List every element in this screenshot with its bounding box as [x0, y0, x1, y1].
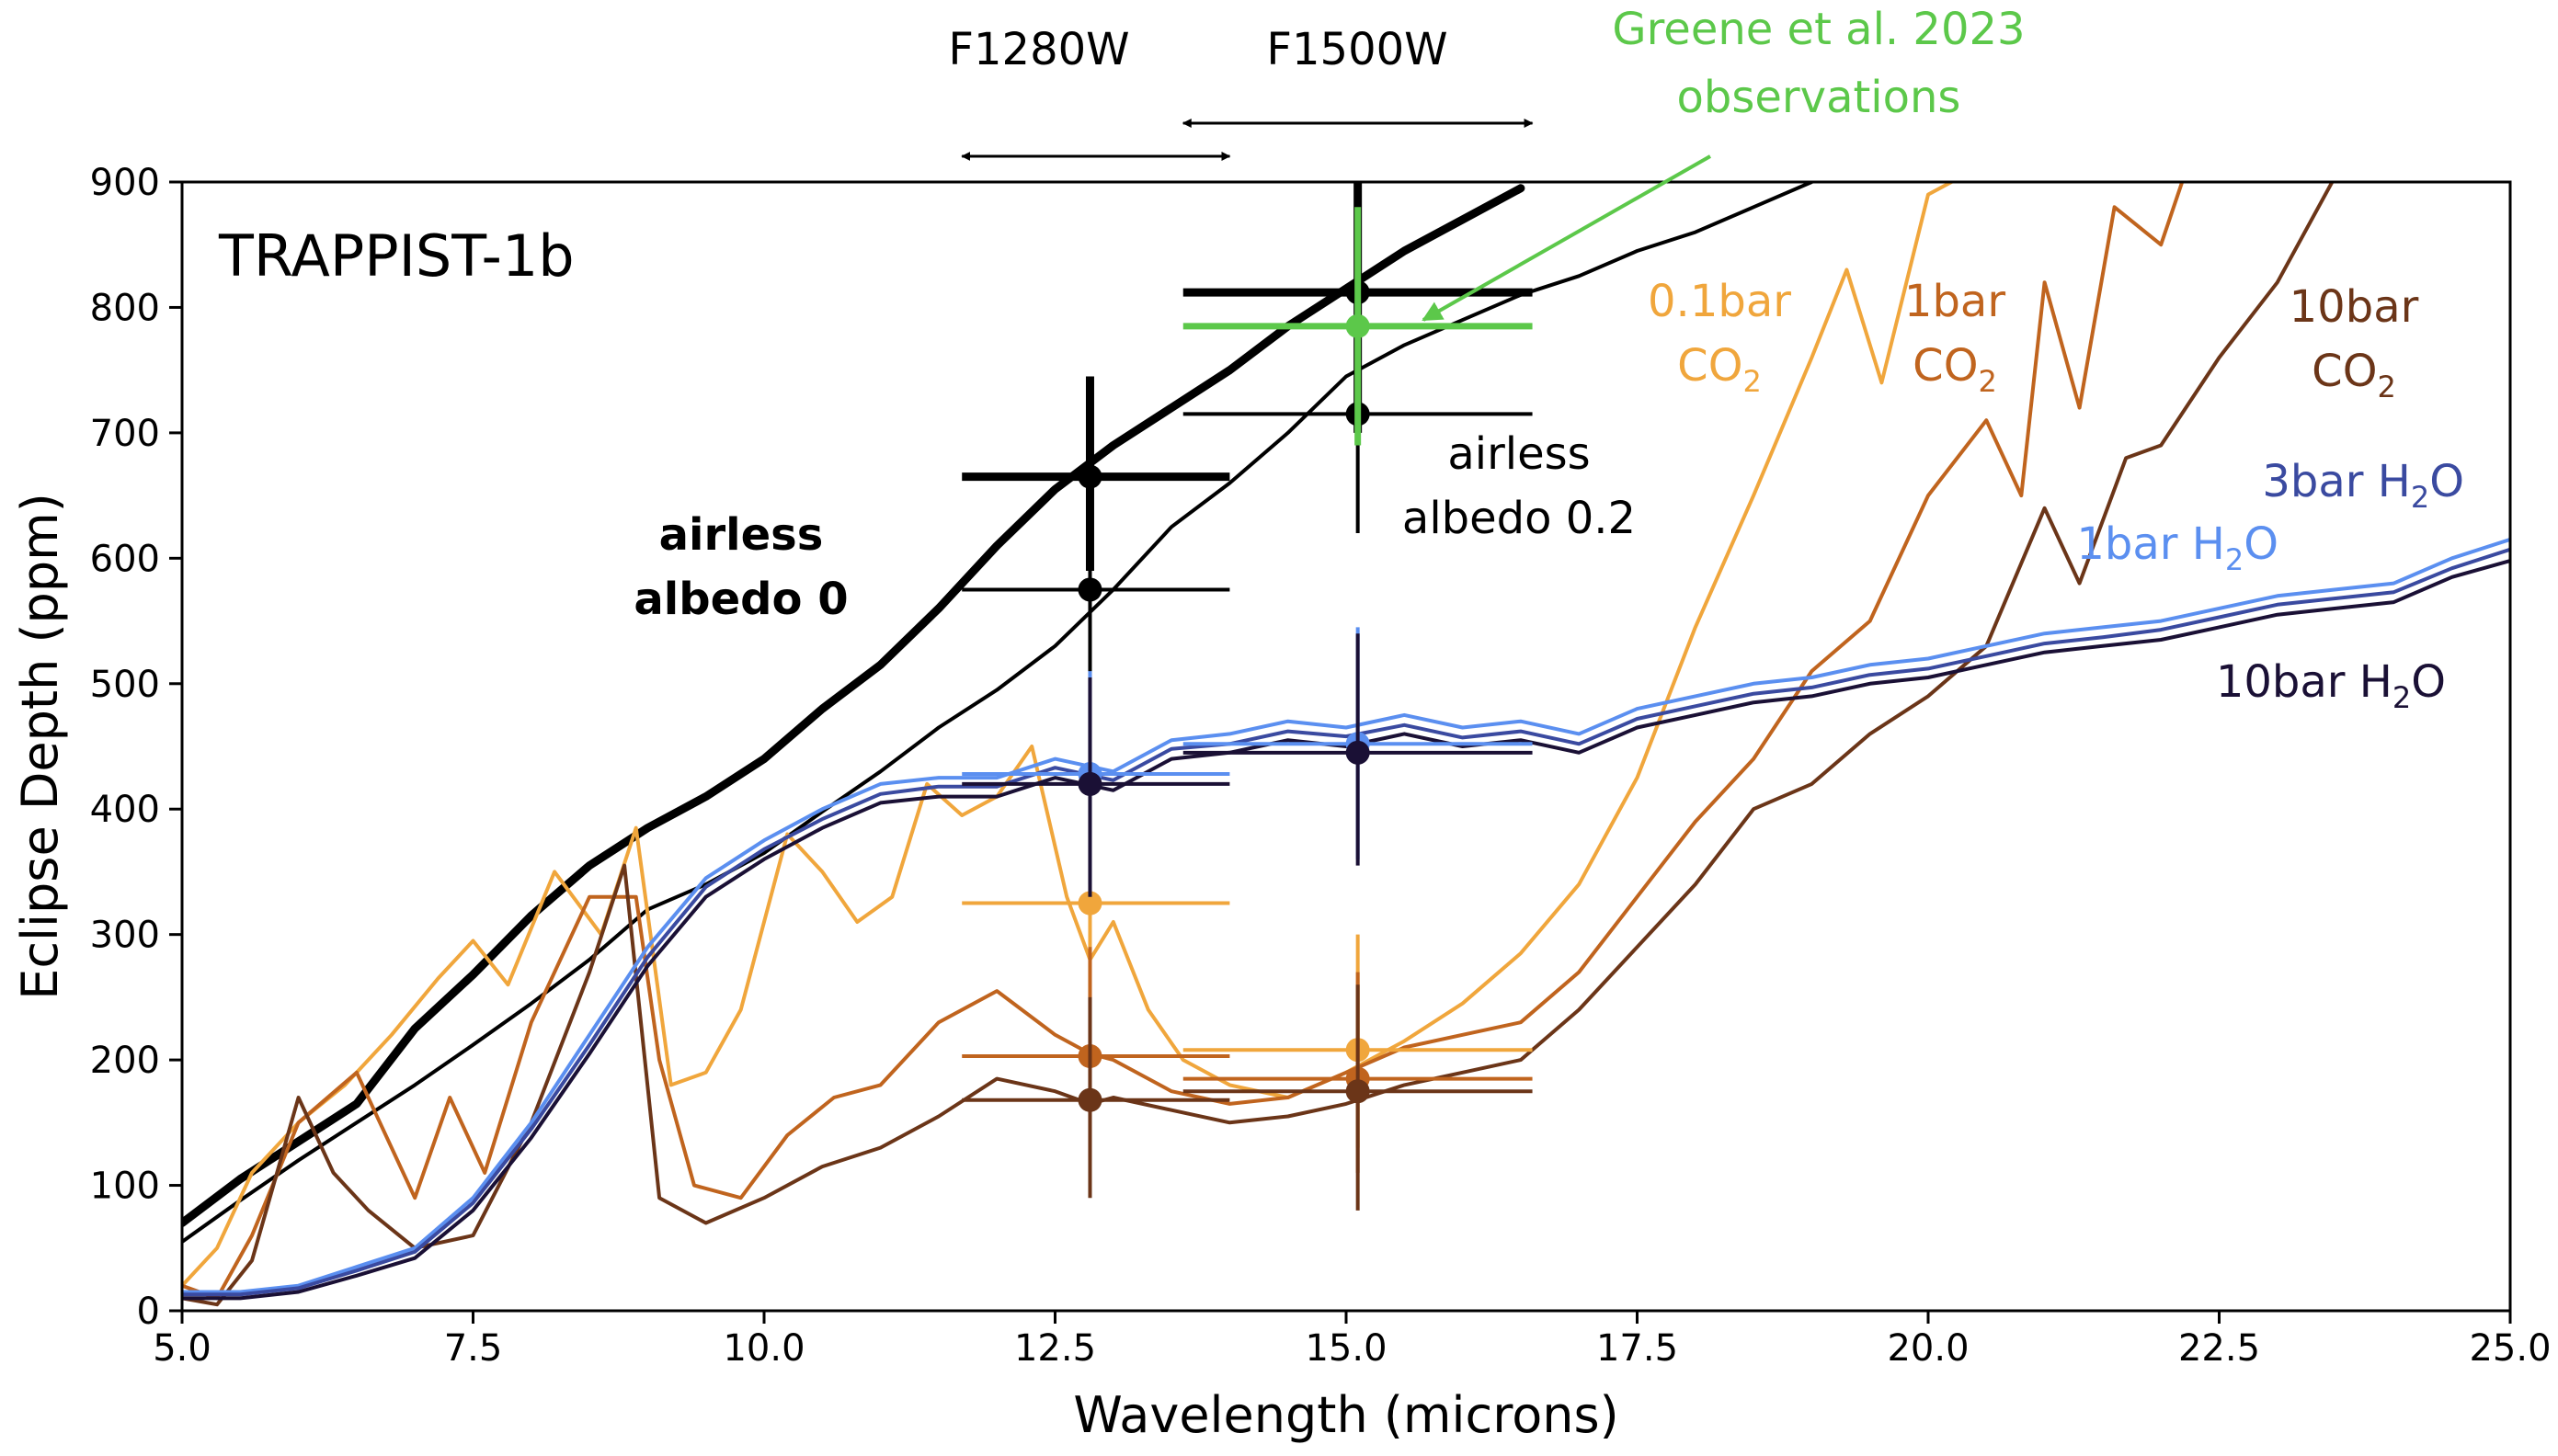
x-tick-label: 7.5: [444, 1327, 503, 1370]
co2-01bar-line2: CO2: [1677, 340, 1762, 399]
data-point: [1078, 577, 1102, 602]
data-point: [1078, 771, 1102, 796]
x-tick-label: 20.0: [1887, 1327, 1969, 1370]
data-point: [1078, 464, 1102, 489]
filter-label-F1280W: F1280W: [948, 24, 1129, 75]
errorbar-12: [962, 677, 1230, 897]
data-point: [1345, 313, 1370, 338]
series-line-h2o_1: [182, 537, 2510, 1294]
y-tick-label: 700: [90, 413, 160, 455]
x-axis-title: Wavelength (microns): [1073, 1386, 1618, 1444]
series-line-co2_1: [182, 182, 2185, 1301]
co2-01bar-label: 0.1bar CO2: [1648, 276, 1791, 399]
data-point: [1345, 740, 1370, 765]
co2-10bar-label: 10bar CO2: [2290, 281, 2419, 404]
x-tick-label: 25.0: [2469, 1327, 2551, 1370]
series-layer: [182, 182, 2510, 1307]
h2o-1bar-label: 1bar H2O: [2076, 518, 2278, 577]
y-tick-label: 500: [90, 664, 160, 706]
x-tick-label: 5.0: [153, 1327, 211, 1370]
greene-label-line2: observations: [1677, 72, 1961, 123]
errorbar-10: [1182, 984, 1533, 1211]
errorbar-layer: [962, 182, 1533, 1211]
data-point: [1078, 1087, 1102, 1112]
y-axis-title: Eclipse Depth (ppm): [11, 493, 69, 1000]
filter-bandpasses: F1280W F1500W: [948, 24, 1534, 161]
errorbar-14: [1182, 633, 1533, 866]
x-tick-label: 22.5: [2178, 1327, 2260, 1370]
x-axis: 5.0 7.5 10.0 12.5 15.0 17.5 20.0 22.5 25.0: [153, 1311, 2552, 1370]
y-tick-label: 200: [90, 1040, 160, 1082]
co2-1bar-line2: CO2: [1913, 340, 1997, 399]
y-axis: 0 100 200 300 400 500 600 700 800 900: [90, 162, 182, 1333]
x-tick-label: 12.5: [1014, 1327, 1096, 1370]
airless02-line2: albedo 0.2: [1402, 493, 1636, 544]
greene-annotation: Greene et al. 2023 observations: [1422, 4, 2026, 322]
co2-10bar-line2: CO2: [2312, 346, 2396, 404]
co2-1bar-line1: 1bar: [1904, 276, 2005, 327]
y-tick-label: 400: [90, 789, 160, 831]
y-tick-label: 800: [90, 287, 160, 329]
x-tick-label: 15.0: [1305, 1327, 1387, 1370]
series-line-h2o_3: [182, 547, 2510, 1297]
h2o-10bar-label: 10bar H2O: [2216, 656, 2446, 715]
greene-label-line1: Greene et al. 2023: [1612, 4, 2025, 55]
co2-01bar-line1: 0.1bar: [1648, 276, 1791, 327]
chart-title: TRAPPIST-1b: [218, 222, 575, 290]
y-tick-label: 0: [137, 1291, 160, 1333]
x-tick-label: 17.5: [1596, 1327, 1678, 1370]
airless02-line1: airless: [1447, 428, 1590, 480]
y-tick-label: 100: [90, 1166, 160, 1208]
filter-label-F1500W: F1500W: [1266, 24, 1447, 75]
airless0-line1: airless: [659, 509, 824, 561]
airless-albedo0-label: airless albedo 0: [634, 509, 848, 625]
airless-albedo02-label: airless albedo 0.2: [1402, 428, 1636, 544]
co2-10bar-line1: 10bar: [2290, 281, 2419, 333]
series-line-airless0: [182, 184, 1525, 1227]
errorbar-4: [1182, 207, 1533, 446]
co2-1bar-label: 1bar CO2: [1904, 276, 2005, 399]
data-point: [1078, 891, 1102, 916]
x-tick-label: 10.0: [723, 1327, 805, 1370]
y-tick-label: 300: [90, 915, 160, 957]
airless0-line2: albedo 0: [634, 574, 848, 625]
y-tick-label: 600: [90, 538, 160, 580]
y-tick-label: 900: [90, 162, 160, 204]
series-line-airless02: [182, 182, 1814, 1244]
h2o-3bar-label: 3bar H2O: [2262, 456, 2464, 515]
data-point: [1345, 1079, 1370, 1104]
greene-arrow: [1422, 154, 1711, 322]
errorbar-9: [962, 996, 1230, 1199]
